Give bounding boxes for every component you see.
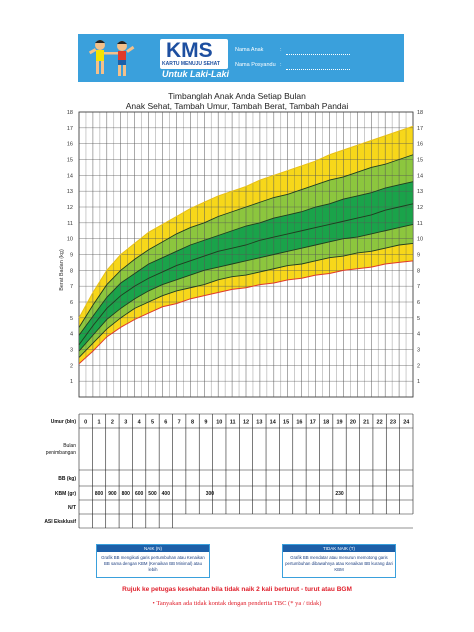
growth-line-7 bbox=[78, 125, 414, 319]
posyandu-name-colon: : bbox=[280, 62, 282, 68]
y-tick-left-5: 5 bbox=[70, 316, 73, 322]
y-tick-right-3: 3 bbox=[417, 348, 420, 354]
y-tick-left-12: 12 bbox=[67, 205, 73, 211]
y-tick-right-9: 9 bbox=[417, 253, 420, 259]
y-tick-right-18: 18 bbox=[417, 110, 423, 116]
y-tick-right-15: 15 bbox=[417, 158, 423, 164]
y-tick-left-6: 6 bbox=[70, 300, 73, 306]
y-tick-left-13: 13 bbox=[67, 189, 73, 195]
y-tick-left-18: 18 bbox=[67, 110, 73, 116]
y-tick-right-8: 8 bbox=[417, 268, 420, 274]
y-tick-right-13: 13 bbox=[417, 189, 423, 195]
kms-logo: KMS KARTU MENUJU SEHAT bbox=[160, 39, 228, 69]
chart-title-line1: Timbanglah Anak Anda Setiap Bulan bbox=[168, 91, 306, 101]
y-tick-right-7: 7 bbox=[417, 284, 420, 290]
growth-line-6 bbox=[78, 154, 414, 328]
legend-naik-text: Grafik BB mengikuti garis pertumbuhan at… bbox=[101, 555, 205, 572]
y-tick-left-16: 16 bbox=[67, 142, 73, 148]
y-tick-left-7: 7 bbox=[70, 284, 73, 290]
legend-tidak-box: TIDAK NAIK (T) Grafik BB mendatar atau m… bbox=[282, 544, 396, 578]
y-axis-label: Berat Badan (kg) bbox=[59, 249, 65, 291]
y-tick-left-10: 10 bbox=[67, 237, 73, 243]
legend-naik-box: NAIK (N) Grafik BB mengikuti garis pertu… bbox=[96, 544, 210, 578]
child-name-colon: : bbox=[280, 47, 282, 53]
y-tick-left-14: 14 bbox=[67, 173, 73, 179]
y-tick-left-9: 9 bbox=[70, 253, 73, 259]
child-name-field[interactable] bbox=[286, 54, 350, 55]
child-name-label: Nama Anak bbox=[235, 47, 264, 53]
y-tick-right-4: 4 bbox=[417, 332, 420, 338]
referral-warning: Rujuk ke petugas kesehatan bila tidak na… bbox=[122, 586, 352, 593]
chart-title-line2: Anak Sehat, Tambah Umur, Tambah Berat, T… bbox=[125, 101, 349, 111]
posyandu-name-label: Nama Posyandu bbox=[235, 62, 276, 68]
kms-header-banner: KMS KARTU MENUJU SEHAT Untuk Laki-Laki N… bbox=[78, 34, 404, 82]
posyandu-name-field[interactable] bbox=[286, 69, 350, 70]
y-tick-left-11: 11 bbox=[67, 221, 73, 227]
y-tick-left-17: 17 bbox=[67, 126, 73, 132]
y-tick-right-5: 5 bbox=[417, 316, 420, 322]
note-bullet: • bbox=[152, 600, 155, 607]
y-tick-right-16: 16 bbox=[417, 142, 423, 148]
logo-title: KMS bbox=[166, 39, 213, 62]
legend-naik-heading: NAIK (N) bbox=[97, 545, 209, 552]
y-tick-right-17: 17 bbox=[417, 126, 423, 132]
tbc-question-text: Tanyakan ada tidak kontak dengan penderi… bbox=[156, 600, 322, 607]
growth-line-2 bbox=[78, 242, 414, 358]
logo-subtitle: KARTU MENUJU SEHAT bbox=[162, 61, 220, 67]
y-tick-right-10: 10 bbox=[417, 237, 423, 243]
growth-line-1 bbox=[78, 260, 414, 365]
y-tick-left-1: 1 bbox=[70, 379, 73, 385]
y-tick-left-2: 2 bbox=[70, 363, 73, 369]
y-tick-right-11: 11 bbox=[417, 221, 423, 227]
y-tick-right-14: 14 bbox=[417, 173, 423, 179]
growth-line-3 bbox=[78, 223, 414, 352]
y-tick-right-12: 12 bbox=[417, 205, 423, 211]
y-tick-right-2: 2 bbox=[417, 363, 420, 369]
growth-line-5 bbox=[78, 181, 414, 336]
growth-line-4 bbox=[78, 203, 414, 346]
tbc-question: • Tanyakan ada tidak kontak dengan pende… bbox=[0, 600, 474, 607]
children-illustration-icon bbox=[88, 40, 135, 76]
y-tick-left-3: 3 bbox=[70, 348, 73, 354]
legend-tidak-heading: TIDAK NAIK (T) bbox=[283, 545, 395, 552]
y-tick-left-4: 4 bbox=[70, 332, 73, 338]
logo-gender-label: Untuk Laki-Laki bbox=[162, 69, 230, 79]
y-tick-left-8: 8 bbox=[70, 268, 73, 274]
y-tick-right-6: 6 bbox=[417, 300, 420, 306]
y-tick-left-15: 15 bbox=[67, 158, 73, 164]
y-tick-right-1: 1 bbox=[417, 379, 420, 385]
legend-tidak-text: Grafik BB mendatar atau menurun memotong… bbox=[285, 555, 393, 572]
